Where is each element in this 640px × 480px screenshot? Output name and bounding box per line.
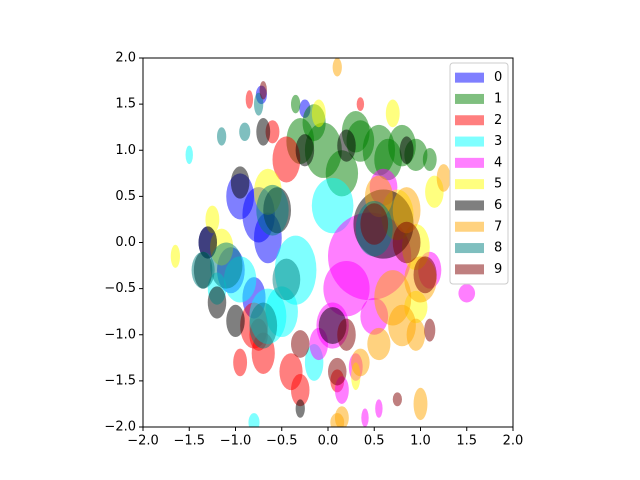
x-tick-label: −1.0	[220, 434, 252, 449]
legend-label: 1	[494, 91, 502, 106]
x-tick-label: 2.0	[503, 434, 524, 449]
ellipse	[422, 147, 437, 172]
ellipse	[413, 256, 437, 294]
legend-label: 3	[494, 134, 502, 149]
ellipse	[239, 122, 251, 142]
ellipse	[185, 145, 193, 165]
ellipse	[291, 373, 310, 407]
ellipse	[330, 413, 345, 427]
legend: 0 1 2 3 4 5 6 7 8 9	[449, 62, 509, 285]
legend-swatch	[455, 179, 484, 190]
ellipse	[392, 187, 421, 234]
legend-label: 5	[494, 177, 502, 192]
legend-swatch	[455, 200, 484, 211]
ellipse	[205, 205, 220, 234]
ellipse	[406, 318, 426, 351]
y-tick-label: −1.5	[104, 373, 136, 388]
ellipse	[207, 286, 227, 319]
ellipse	[360, 203, 389, 245]
y-tick-label: 0.0	[115, 235, 136, 250]
y-tick-label: −0.5	[104, 281, 136, 296]
legend-swatch	[455, 115, 484, 126]
y-tick-label: 2.0	[115, 51, 136, 66]
x-tick-label: 1.0	[410, 434, 431, 449]
ellipse	[337, 129, 356, 162]
ellipse	[311, 177, 354, 234]
y-tick-label: 1.5	[115, 97, 136, 112]
legend-label: 4	[494, 155, 502, 170]
ellipse	[295, 134, 315, 167]
y-tick-label: 1.0	[115, 143, 136, 158]
ellipse	[256, 117, 271, 146]
ellipse	[458, 284, 476, 303]
ellipse	[328, 357, 347, 386]
ellipse	[323, 260, 370, 317]
ellipse	[361, 408, 369, 427]
legend-swatch	[455, 264, 484, 275]
legend-label: 0	[494, 70, 502, 85]
legend-label: 2	[494, 113, 502, 128]
ellipse	[217, 127, 227, 146]
ellipse	[226, 304, 245, 338]
legend-label: 6	[494, 198, 502, 213]
ellipse	[337, 318, 356, 351]
legend-label: 8	[494, 241, 502, 256]
ellipse	[245, 90, 254, 109]
legend-label: 9	[494, 262, 502, 277]
legend-swatch	[455, 136, 484, 147]
ellipse	[233, 348, 248, 377]
ellipse	[356, 97, 365, 112]
ellipse	[311, 99, 326, 128]
ellipse	[170, 244, 180, 268]
legend-swatch	[455, 93, 484, 104]
legend-swatch	[455, 157, 484, 168]
ellipse	[291, 94, 301, 114]
ticks: −2.0 −1.5 −1.0 −0.5 0.0 0.5 1.0 1.5 2.0−2.0−1.5−…	[104, 51, 523, 449]
ellipse	[272, 258, 301, 301]
x-tick-label: −1.5	[173, 434, 205, 449]
ellipse	[191, 251, 215, 289]
ellipse	[332, 58, 342, 77]
ellipse	[198, 226, 217, 259]
ellipse	[367, 327, 391, 361]
legend-swatch	[455, 72, 484, 83]
y-tick-label: −1.0	[104, 327, 136, 342]
ellipse	[230, 166, 250, 199]
ellipse	[413, 387, 428, 421]
ellipse	[399, 136, 414, 165]
legend-swatch	[455, 221, 484, 232]
x-tick-label: 0.0	[318, 434, 339, 449]
ellipse	[351, 348, 370, 377]
ellipse	[249, 302, 278, 349]
legend-swatch	[455, 243, 484, 254]
ellipse	[210, 242, 243, 289]
y-tick-label: −2.0	[104, 420, 136, 435]
ellipse	[392, 221, 421, 264]
x-tick-label: 0.5	[364, 434, 385, 449]
ellipse	[375, 399, 383, 418]
legend-label: 7	[494, 219, 502, 234]
y-tick-label: 0.5	[115, 189, 136, 204]
ellipse	[256, 184, 289, 236]
plot-area	[170, 58, 476, 427]
x-tick-label: 1.5	[456, 434, 477, 449]
ellipse	[295, 399, 305, 418]
ellipse	[248, 413, 260, 427]
ellipse	[392, 392, 402, 407]
ellipse	[259, 81, 267, 100]
ellipse	[385, 99, 400, 128]
ellipse	[291, 330, 310, 358]
ellipse	[424, 318, 436, 342]
ellipse	[254, 92, 264, 116]
ellipse	[436, 164, 451, 192]
ellipse	[272, 136, 301, 183]
x-tick-label: −0.5	[266, 434, 298, 449]
x-tick-label: −2.0	[127, 434, 159, 449]
